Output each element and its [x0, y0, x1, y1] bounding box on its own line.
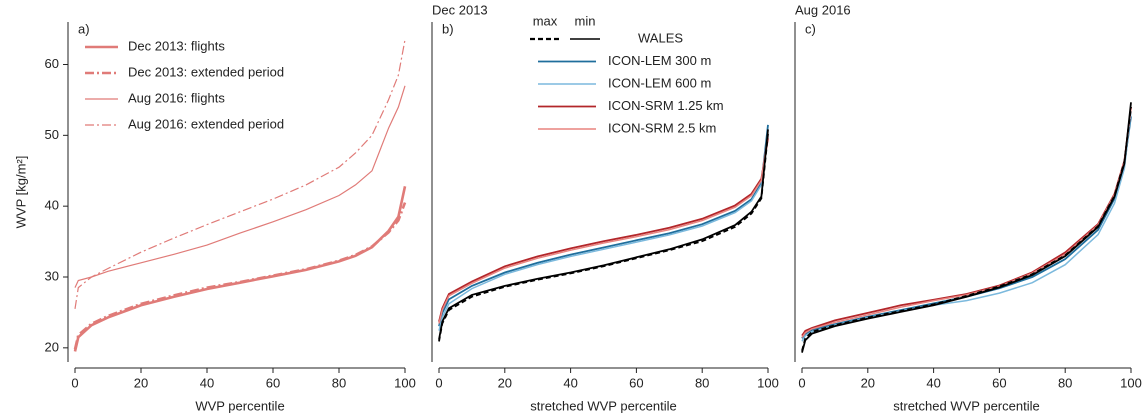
- y-tick-label: 60: [45, 56, 59, 71]
- y-tick-label: 30: [45, 268, 59, 283]
- x-axis-label: stretched WVP percentile: [893, 398, 1039, 413]
- x-tick-label: 0: [798, 375, 805, 390]
- series-line: [74, 39, 406, 309]
- x-tick-label: 0: [71, 375, 78, 390]
- legend-label: Aug 2016: extended period: [128, 116, 284, 131]
- x-tick-label: 20: [498, 375, 512, 390]
- x-axis-label: WVP percentile: [195, 398, 284, 413]
- series-line: [801, 102, 1132, 353]
- series-line: [438, 129, 769, 331]
- panel-label: b): [442, 21, 454, 36]
- panel-title: Dec 2013: [432, 2, 488, 17]
- x-tick-label: 20: [861, 375, 875, 390]
- x-tick-label: 80: [1058, 375, 1072, 390]
- legend-label: ICON-SRM 1.25 km: [608, 98, 724, 113]
- legend-max-label: max: [533, 13, 558, 28]
- legend-label: Aug 2016: flights: [128, 90, 225, 105]
- series-line: [73, 186, 407, 352]
- series-line: [438, 129, 769, 340]
- y-tick-label: 20: [45, 339, 59, 354]
- x-tick-label: 40: [926, 375, 940, 390]
- x-tick-label: 80: [695, 375, 709, 390]
- series-line: [801, 116, 1132, 339]
- legend-label: ICON-LEM 300 m: [608, 53, 711, 68]
- panel-label: a): [78, 21, 90, 36]
- series-line: [801, 108, 1132, 338]
- legend-label: ICON-LEM 600 m: [608, 75, 711, 90]
- x-tick-label: 40: [563, 375, 577, 390]
- legend-label: Dec 2013: extended period: [128, 64, 284, 79]
- x-tick-label: 0: [435, 375, 442, 390]
- panel-label: c): [805, 21, 816, 36]
- x-tick-label: 100: [757, 375, 779, 390]
- series-line: [438, 138, 769, 322]
- panel-title: Aug 2016: [795, 2, 851, 17]
- x-tick-label: 100: [394, 375, 416, 390]
- x-tick-label: 20: [134, 375, 148, 390]
- x-axis-label: stretched WVP percentile: [530, 398, 676, 413]
- series-line: [74, 85, 406, 288]
- series-line: [73, 202, 407, 350]
- x-tick-label: 80: [332, 375, 346, 390]
- x-tick-label: 60: [992, 375, 1006, 390]
- series-max-line: [438, 133, 769, 342]
- legend-label: ICON-SRM 2.5 km: [608, 120, 716, 135]
- y-axis-label: WVP [kg/m²]: [13, 156, 28, 229]
- legend-min-label: min: [575, 13, 596, 28]
- x-tick-label: 60: [629, 375, 643, 390]
- x-tick-label: 40: [200, 375, 214, 390]
- x-tick-label: 60: [266, 375, 280, 390]
- legend-label: Dec 2013: flights: [128, 38, 225, 53]
- series-line: [438, 133, 769, 324]
- series-line: [801, 111, 1132, 342]
- series-line: [438, 124, 769, 327]
- legend-label: WALES: [638, 30, 683, 45]
- x-tick-label: 100: [1120, 375, 1142, 390]
- y-tick-label: 40: [45, 198, 59, 213]
- y-tick-label: 50: [45, 127, 59, 142]
- series-max-line: [801, 106, 1132, 351]
